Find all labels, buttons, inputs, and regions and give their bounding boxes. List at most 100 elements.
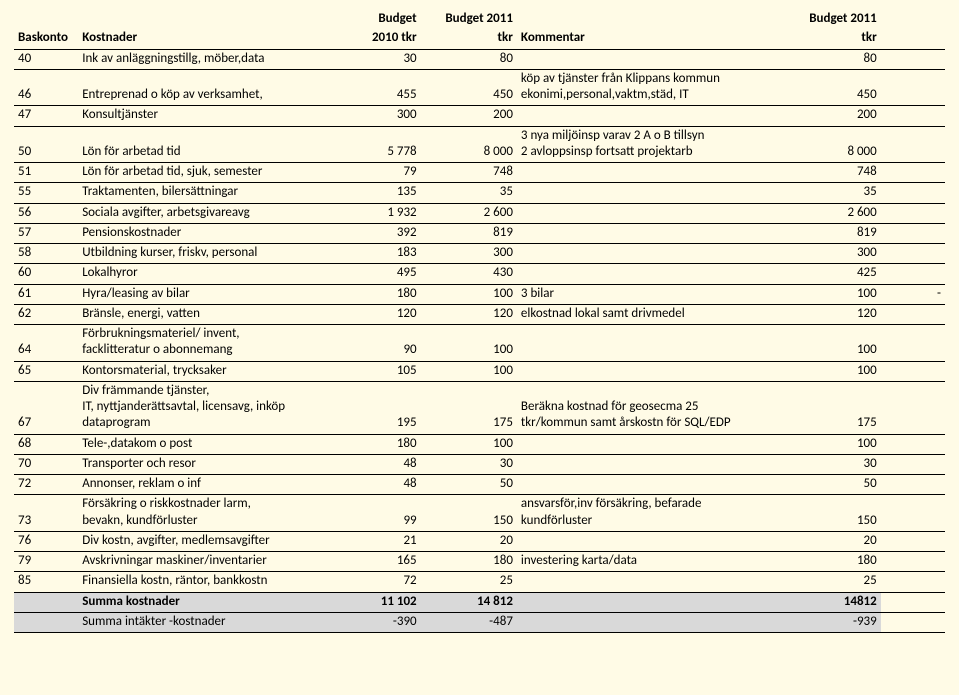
cell-kommentar	[517, 531, 785, 551]
cell-b2010: 79	[346, 163, 421, 183]
table-row: 60Lokalhyror495430425	[14, 264, 945, 284]
table-row: 64Förbrukningsmateriel/ invent, facklitt…	[14, 325, 945, 362]
cell-extra	[881, 264, 945, 284]
cell-b2010: 21	[346, 531, 421, 551]
cell-extra	[881, 223, 945, 243]
cell-name: Traktamenten, bilersättningar	[78, 183, 346, 203]
cell-b2011a: 120	[421, 304, 517, 324]
cell-name: Avskrivningar maskiner/inventarier	[78, 552, 346, 572]
cell-kommentar	[517, 106, 785, 126]
table-row: 62Bränsle, energi, vatten120120elkostnad…	[14, 304, 945, 324]
cell-b2010: 5 778	[346, 126, 421, 163]
cell-b2011b: 100	[784, 325, 880, 362]
table-body: 40Ink av anläggningstillg, möber,data308…	[14, 49, 945, 633]
cell-baskonto: 67	[14, 381, 78, 434]
cell-kommentar	[517, 203, 785, 223]
cell-b2011b: 20	[784, 531, 880, 551]
cell-b2011b: 175	[784, 381, 880, 434]
cell-b2011b: 200	[784, 106, 880, 126]
cell-b2011a: 100	[421, 434, 517, 454]
cell-extra	[881, 434, 945, 454]
cell-baskonto: 62	[14, 304, 78, 324]
cell-baskonto: 50	[14, 126, 78, 163]
cell-extra	[881, 454, 945, 474]
hdr-baskonto: Baskonto	[14, 29, 78, 49]
sum-label: Summa kostnader	[78, 592, 346, 612]
cell-extra	[881, 106, 945, 126]
cell-kommentar: ansvarsför,inv försäkring, befarade kund…	[517, 495, 785, 532]
table-row: 58Utbildning kurser, friskv, personal183…	[14, 244, 945, 264]
cell-b2011a: 175	[421, 381, 517, 434]
cell-b2011a: 80	[421, 49, 517, 69]
cell-baskonto: 85	[14, 572, 78, 592]
cell-b2010: 495	[346, 264, 421, 284]
cell-kommentar	[517, 434, 785, 454]
table-row: 51Lön för arbetad tid, sjuk, semester797…	[14, 163, 945, 183]
hdr-kommentar: Kommentar	[517, 29, 785, 49]
cell-name: Konsultjänster	[78, 106, 346, 126]
cell-kommentar: investering karta/data	[517, 552, 785, 572]
diff-b2010: -390	[346, 612, 421, 632]
cell-name: Finansiella kostn, räntor, bankkostn	[78, 572, 346, 592]
cell-b2011a: 8 000	[421, 126, 517, 163]
sum-b2010: 11 102	[346, 592, 421, 612]
cell-b2011b: 425	[784, 264, 880, 284]
cell-extra	[881, 552, 945, 572]
cell-b2010: 30	[346, 49, 421, 69]
cell-baskonto: 76	[14, 531, 78, 551]
cell-kommentar: 3 bilar	[517, 284, 785, 304]
cell-baskonto: 68	[14, 434, 78, 454]
cell-b2010: 165	[346, 552, 421, 572]
cell-extra: -	[881, 284, 945, 304]
table-header: Budget Budget 2011 Budget 2011 Baskonto …	[14, 10, 945, 49]
cell-b2010: 180	[346, 434, 421, 454]
cell-kommentar	[517, 163, 785, 183]
cell-b2011a: 30	[421, 454, 517, 474]
cell-name: Lön för arbetad tid	[78, 126, 346, 163]
cell-name: Kontorsmaterial, trycksaker	[78, 361, 346, 381]
table-row: 85Finansiella kostn, räntor, bankkostn72…	[14, 572, 945, 592]
cell-b2010: 99	[346, 495, 421, 532]
cell-kommentar: Beräkna kostnad för geosecma 25 tkr/komm…	[517, 381, 785, 434]
cell-b2011a: 430	[421, 264, 517, 284]
cell-b2011a: 450	[421, 69, 517, 106]
cell-kommentar: elkostnad lokal samt drivmedel	[517, 304, 785, 324]
cell-b2011b: 100	[784, 284, 880, 304]
cell-extra	[881, 531, 945, 551]
cell-extra	[881, 495, 945, 532]
cell-b2011a: 819	[421, 223, 517, 243]
hdr-budget-2010-top: Budget	[346, 10, 421, 29]
cell-baskonto: 72	[14, 475, 78, 495]
cell-extra	[881, 572, 945, 592]
hdr-budget-2011b-top: Budget 2011	[784, 10, 880, 29]
hdr-budget-2010-bot: 2010 tkr	[346, 29, 421, 49]
cell-extra	[881, 203, 945, 223]
cell-name: Div kostn, avgifter, medlemsavgifter	[78, 531, 346, 551]
cell-name: Utbildning kurser, friskv, personal	[78, 244, 346, 264]
cell-b2011a: 100	[421, 284, 517, 304]
table-row: 67Div främmande tjänster, IT, nyttjander…	[14, 381, 945, 434]
cell-kommentar	[517, 475, 785, 495]
sum-b2011a: 14 812	[421, 592, 517, 612]
cell-extra	[881, 126, 945, 163]
cell-b2011b: 748	[784, 163, 880, 183]
cell-baskonto: 70	[14, 454, 78, 474]
cell-extra	[881, 163, 945, 183]
cell-kommentar	[517, 244, 785, 264]
cell-b2011b: 100	[784, 434, 880, 454]
cell-kommentar	[517, 572, 785, 592]
cell-b2011b: 30	[784, 454, 880, 474]
cell-b2011a: 50	[421, 475, 517, 495]
cell-extra	[881, 361, 945, 381]
cell-kommentar	[517, 361, 785, 381]
cell-name: Förbrukningsmateriel/ invent, facklitter…	[78, 325, 346, 362]
cell-kommentar	[517, 183, 785, 203]
hdr-budget-2011a-bot: tkr	[421, 29, 517, 49]
cell-baskonto: 47	[14, 106, 78, 126]
cell-b2010: 180	[346, 284, 421, 304]
sum-row: Summa kostnader11 10214 81214812	[14, 592, 945, 612]
cell-b2010: 1 932	[346, 203, 421, 223]
cell-b2010: 392	[346, 223, 421, 243]
table-row: 65Kontorsmaterial, trycksaker105100100	[14, 361, 945, 381]
cell-baskonto: 64	[14, 325, 78, 362]
